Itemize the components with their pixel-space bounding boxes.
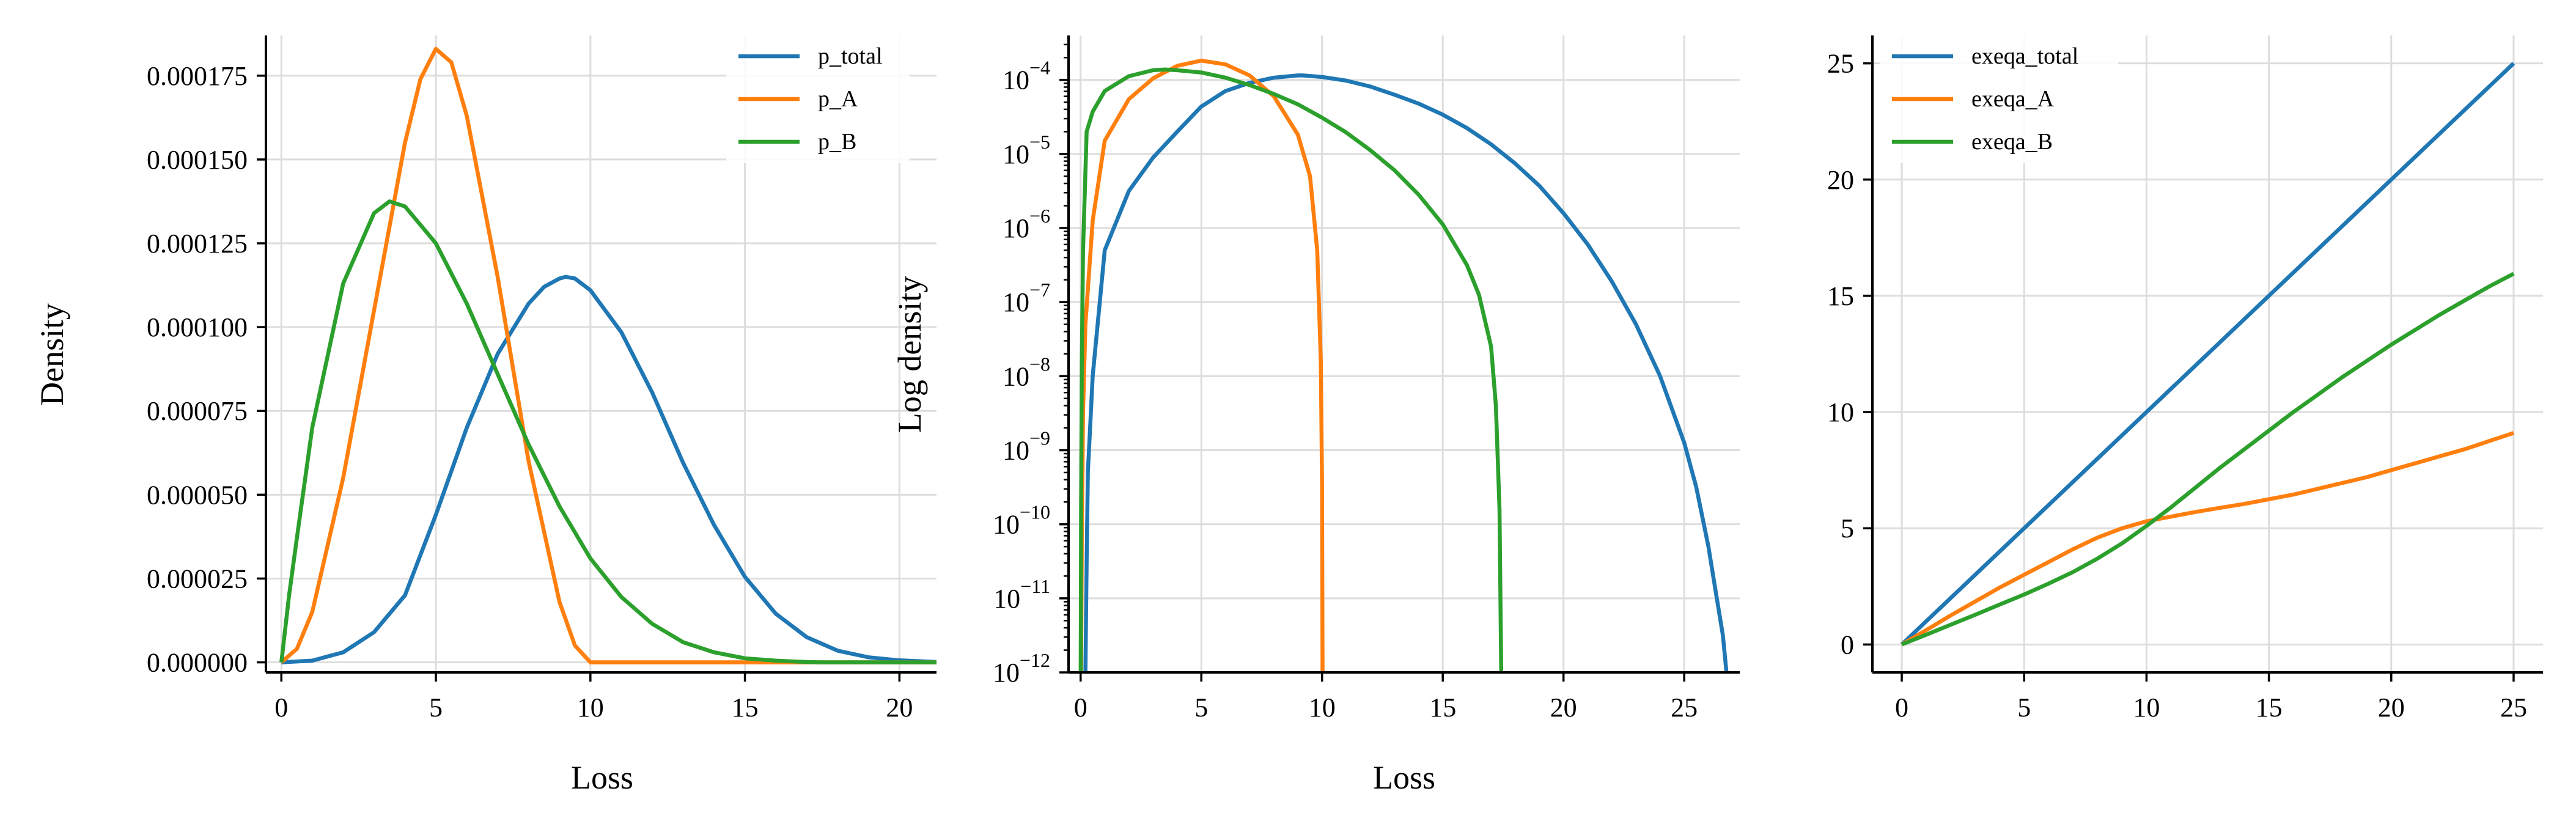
exeqa-legend: exeqa_total exeqa_A exeqa_B bbox=[1880, 29, 2118, 163]
density-lines bbox=[279, 46, 937, 664]
exeqa-panel: 0 5 10 15 20 25 0 5 10 15 20 25 exeqa_total exeqa_A… bbox=[1827, 29, 2543, 723]
y-tick-label: 10 bbox=[1827, 397, 1854, 427]
exeqa-x-ticks: 0 5 10 15 20 25 bbox=[1895, 672, 2527, 723]
y-tick-label: 0.000000 bbox=[147, 648, 248, 678]
x-tick-label: 25 bbox=[2500, 693, 2527, 723]
series-line-p-total bbox=[281, 274, 937, 664]
legend-entry: p_total bbox=[818, 43, 883, 69]
legend-entry: exeqa_total bbox=[1971, 43, 2078, 69]
y-tick-label: 0.000150 bbox=[147, 145, 248, 175]
log-density-x-ticks: 0 5 10 15 20 25 bbox=[1074, 672, 1698, 723]
y-tick-label: 0.000125 bbox=[147, 229, 248, 259]
y-tick-label: 0.000075 bbox=[147, 396, 248, 426]
x-tick-label: 5 bbox=[429, 693, 443, 723]
x-tick-label: 15 bbox=[1429, 693, 1456, 723]
x-tick-label: 0 bbox=[274, 693, 288, 723]
density-panel: 0 5 10 15 20 0.000000 0.000025 0.000050 0.00007… bbox=[34, 29, 937, 796]
density-axes bbox=[265, 35, 937, 674]
x-tick-label: 10 bbox=[577, 693, 604, 723]
x-tick-label: 15 bbox=[2256, 693, 2283, 723]
y-tick-label: 0.000175 bbox=[147, 61, 248, 91]
legend-entry: exeqa_B bbox=[1971, 129, 2053, 155]
x-tick-label: 20 bbox=[886, 693, 913, 723]
log-density-x-axis-label: Loss bbox=[1373, 759, 1435, 796]
series-line-p-B bbox=[1078, 67, 1504, 672]
x-tick-label: 0 bbox=[1074, 693, 1087, 723]
exeqa-axes bbox=[1871, 35, 2543, 674]
density-y-ticks: 0.000000 0.000025 0.000050 0.000075 0.000100… bbox=[147, 61, 266, 678]
x-tick-label: 0 bbox=[1895, 693, 1908, 723]
legend-entry: exeqa_A bbox=[1971, 86, 2055, 112]
x-tick-label: 10 bbox=[1309, 693, 1336, 723]
y-tick-label: 0.000100 bbox=[147, 312, 248, 342]
series-line-p-B bbox=[279, 199, 937, 664]
x-tick-label: 15 bbox=[732, 693, 759, 723]
log-density-minor-ticks bbox=[1064, 43, 1069, 651]
series-line-p-A bbox=[280, 46, 937, 664]
y-tick-label: 15 bbox=[1827, 281, 1854, 311]
y-tick-label: 0.000025 bbox=[147, 564, 248, 594]
x-tick-label: 10 bbox=[2133, 693, 2160, 723]
x-tick-label: 20 bbox=[1550, 693, 1577, 723]
legend-entry: p_B bbox=[818, 129, 856, 155]
legend-entry: p_A bbox=[818, 86, 858, 112]
series-line-exeqa-B bbox=[1901, 271, 2515, 647]
x-tick-label: 25 bbox=[1671, 693, 1698, 723]
density-y-axis-label: Density bbox=[34, 303, 70, 406]
series-line-exeqa-total bbox=[1900, 62, 2515, 646]
y-tick-label: 25 bbox=[1827, 49, 1854, 79]
y-tick-label: 5 bbox=[1841, 513, 1854, 543]
density-x-ticks: 0 5 10 15 20 bbox=[274, 672, 913, 723]
series-line-exeqa-A bbox=[1901, 431, 2515, 647]
exeqa-lines bbox=[1900, 62, 2515, 647]
y-tick-label: 20 bbox=[1827, 165, 1854, 195]
density-legend: p_total p_A p_B bbox=[726, 29, 910, 163]
x-tick-label: 5 bbox=[2017, 693, 2031, 723]
log-density-lines bbox=[1078, 58, 1729, 672]
series-line-p-total bbox=[1083, 73, 1729, 672]
series-line-p-A bbox=[1079, 58, 1325, 672]
log-density-y-axis-label: Log density bbox=[891, 276, 928, 433]
y-tick-label: 0.000050 bbox=[147, 480, 248, 510]
x-tick-label: 5 bbox=[1194, 693, 1208, 723]
density-x-axis-label: Loss bbox=[571, 759, 633, 796]
exeqa-y-ticks: 0 5 10 15 20 25 bbox=[1827, 49, 1872, 660]
x-tick-label: 20 bbox=[2378, 693, 2405, 723]
exeqa-grid bbox=[1872, 35, 2543, 672]
y-tick-label: 0 bbox=[1841, 630, 1854, 660]
